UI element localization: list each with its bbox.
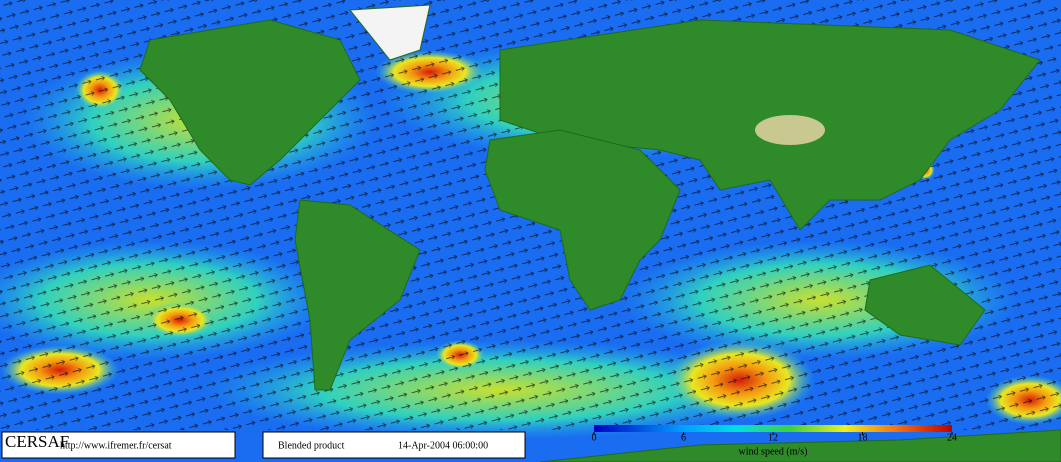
colorbar-tick-label: 6	[681, 432, 686, 443]
product-box	[262, 431, 526, 459]
colorbar	[594, 425, 952, 432]
product: Blended product	[278, 440, 345, 451]
colorbar-tick-label: 24	[947, 432, 957, 443]
colorbar-tick-label: 18	[858, 432, 868, 443]
logo-box	[1, 431, 236, 459]
logo: CERSAF	[5, 432, 69, 451]
continents	[139, 4, 1061, 462]
colorbar-tick-label: 12	[768, 432, 778, 443]
footer: CERSAF http://www.ifremer.fr/cersat Blen…	[1, 425, 952, 459]
date: 14-Apr-2004 06:00:00	[398, 440, 488, 451]
colorbar-tick-label: 0	[592, 432, 597, 443]
colorbar-label: wind speed (m/s)	[739, 446, 808, 457]
url: http://www.ifremer.fr/cersat	[60, 440, 172, 451]
